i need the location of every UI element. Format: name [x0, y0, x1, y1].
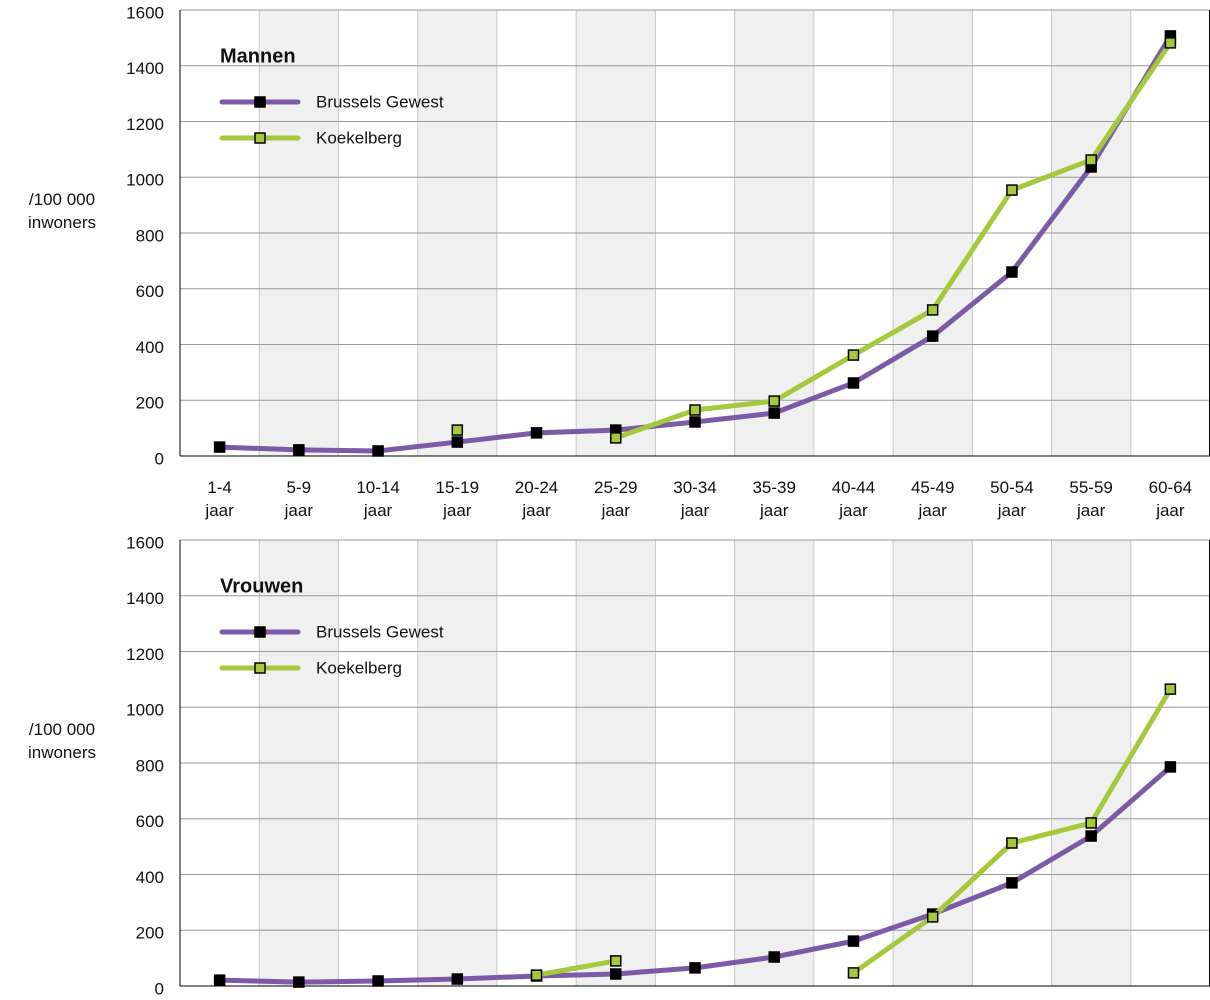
y-tick-label: 0: [155, 979, 164, 998]
marker: [293, 976, 305, 988]
y-tick-label: 1200: [126, 115, 164, 134]
chart-title: Mannen: [220, 45, 296, 67]
y-tick-label: 1400: [126, 589, 164, 608]
y-tick-label: 0: [155, 449, 164, 468]
y-axis-label: /100 000 inwoners: [27, 190, 97, 233]
legend-label: Brussels Gewest: [316, 622, 444, 641]
marker: [768, 951, 780, 963]
marker: [1085, 154, 1097, 166]
marker: [213, 441, 226, 453]
marker: [689, 404, 701, 416]
y-tick-label: 1600: [126, 533, 164, 552]
marker: [530, 969, 543, 981]
marker: [530, 427, 543, 439]
marker: [1006, 877, 1018, 889]
y-tick-label: 1000: [126, 171, 164, 190]
marker: [293, 444, 305, 456]
marker: [451, 424, 464, 436]
y-tick-label: 400: [136, 338, 164, 357]
y-axis-label: /100 000 inwoners: [27, 720, 97, 763]
legend-label: Koekelberg: [316, 658, 402, 677]
marker: [1085, 817, 1097, 829]
marker: [610, 955, 622, 967]
marker: [768, 407, 780, 419]
marker: [1164, 761, 1177, 773]
marker: [610, 968, 622, 980]
x-tick-label: 25-29 jaar: [594, 478, 638, 520]
x-tick-label: 20-24 jaar: [514, 478, 559, 520]
y-tick-label: 1400: [126, 59, 164, 78]
y-tick-label: 400: [136, 868, 164, 887]
x-tick-label: 50-54 jaar: [990, 478, 1034, 520]
marker: [1085, 830, 1097, 842]
x-tick-label: 55-59 jaar: [1069, 478, 1113, 520]
y-tick-label: 1200: [126, 645, 164, 664]
x-tick-label: 10-14 jaar: [356, 478, 400, 520]
x-tick-label: 45-49 jaar: [910, 478, 955, 520]
x-tick-label: 15-19 jaar: [435, 478, 480, 520]
y-tick-label: 1600: [126, 3, 164, 22]
marker: [451, 973, 464, 985]
marker: [1006, 837, 1018, 849]
marker: [451, 436, 464, 448]
series-line: [613, 40, 1173, 441]
x-tick-label: 1-4 jaar: [205, 478, 234, 520]
marker: [372, 975, 384, 987]
y-tick-label: 800: [136, 226, 164, 245]
legend-marker: [254, 132, 266, 144]
marker: [926, 911, 939, 923]
x-tick-label: 30-34 jaar: [673, 478, 717, 520]
marker: [847, 349, 860, 361]
y-tick-label: 600: [136, 812, 164, 831]
y-tick-label: 1000: [126, 701, 164, 720]
x-tick-label: 40-44 jaar: [831, 478, 876, 520]
marker: [768, 395, 780, 407]
marker: [610, 432, 622, 444]
marker: [1006, 184, 1018, 196]
marker: [847, 967, 860, 979]
x-tick-label: 5-9 jaar: [284, 478, 314, 520]
y-tick-label: 200: [136, 924, 164, 943]
x-tick-label: 35-39 jaar: [752, 478, 796, 520]
marker: [689, 416, 701, 428]
y-tick-label: 200: [136, 394, 164, 413]
legend-marker: [254, 626, 266, 638]
marker: [926, 330, 939, 342]
marker: [1164, 37, 1177, 49]
legend-marker: [254, 662, 266, 674]
legend-label: Brussels Gewest: [316, 92, 444, 111]
marker: [372, 445, 384, 457]
legend-marker: [254, 96, 266, 108]
marker: [213, 974, 226, 986]
y-tick-label: 600: [136, 282, 164, 301]
marker: [847, 935, 860, 947]
marker: [926, 304, 939, 316]
legend-label: Koekelberg: [316, 128, 402, 147]
marker: [1006, 266, 1018, 278]
marker: [689, 962, 701, 974]
chart-title: Vrouwen: [220, 575, 303, 597]
x-tick-label: 60-64 jaar: [1148, 478, 1193, 520]
marker: [847, 377, 860, 389]
y-tick-label: 800: [136, 756, 164, 775]
marker: [1164, 683, 1177, 695]
